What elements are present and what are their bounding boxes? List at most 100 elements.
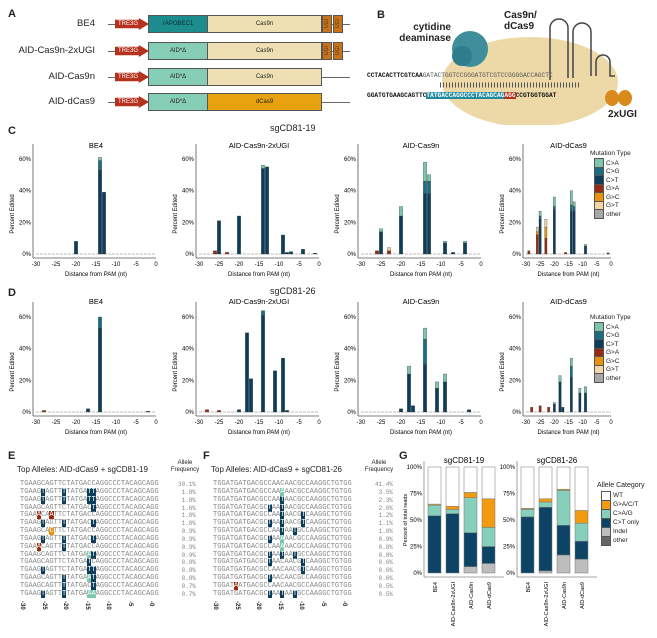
bar-segment-c-to-a (463, 241, 467, 244)
allele-row: TGGATGATGACGCCAACAACGTCAAGGCTGTGG (213, 566, 352, 575)
base: C (41, 503, 46, 512)
panel-e-label: E (8, 450, 16, 462)
base: C (255, 487, 260, 496)
base: G (297, 550, 302, 559)
base: A (313, 519, 319, 528)
base: T (120, 503, 126, 512)
base: T (20, 495, 25, 504)
base: A (28, 542, 33, 551)
base: C (267, 581, 272, 590)
base: A (271, 519, 277, 528)
allele-frequency: 0.7% (181, 590, 196, 598)
bar-segment-c-to-a (443, 241, 447, 244)
base: A (32, 503, 37, 512)
allele-row: TGAAGTAGTTTTATGACTAGGCCCTACAGCAGG (20, 519, 159, 528)
chart-title: AID-Cas9n (403, 297, 440, 306)
allele-row: TGAAGTAGTTTTATGATTAGGCCCTACAGCAGG (20, 495, 159, 505)
tre3g-promoter-arrow: TRE3G (115, 96, 149, 108)
bar-segment-c-to-t (285, 410, 289, 413)
base: G (318, 589, 323, 598)
base: G (217, 511, 222, 520)
base: T (120, 527, 126, 536)
allele-row: TGGATGATGACGCCAATAATGCCAAGGCTGTGG (213, 527, 352, 536)
base: G (78, 511, 84, 520)
base: G (150, 566, 155, 575)
base: G (36, 574, 42, 583)
mutation-c-to-t: T (91, 503, 96, 512)
y-tick-label: 100% (407, 465, 423, 471)
base: T (339, 574, 344, 583)
base: A (288, 495, 293, 504)
x-tick-label: -10 (112, 420, 121, 426)
base: A (83, 503, 88, 512)
x-tick-label: -20 (235, 420, 244, 426)
chart-title: sgCD81-19 (444, 456, 485, 465)
base: G (104, 511, 109, 520)
mutation-c-to-a: A (87, 550, 92, 559)
base: C (141, 480, 147, 488)
base: A (309, 527, 314, 536)
x-tick-label: -5 (133, 420, 139, 426)
base: A (284, 581, 289, 590)
base: G (322, 534, 327, 543)
base: G (334, 487, 340, 496)
legend-label: C>G (606, 168, 620, 176)
base: C (292, 581, 298, 590)
panel-d-label: D (8, 287, 16, 299)
legend-label: C>A (606, 159, 619, 167)
base: C (141, 527, 147, 536)
bar-segment-c-to-a (435, 381, 439, 389)
base: G (322, 527, 327, 536)
bar-segment-c-to-t (443, 242, 447, 255)
mutation-c-to-t: T (91, 566, 96, 575)
base: C (263, 566, 268, 575)
base: G (322, 581, 327, 590)
bar-segment-c-to-a (570, 358, 573, 367)
base: A (313, 511, 319, 520)
base: A (238, 550, 243, 559)
base: G (221, 558, 226, 567)
base: T (53, 527, 58, 536)
base: C (141, 503, 147, 512)
base: G (246, 527, 251, 536)
base: A (45, 534, 50, 543)
base: G (334, 550, 340, 559)
mutation-c-to-t: T (62, 495, 67, 504)
base: T (74, 550, 79, 559)
base: T (339, 550, 344, 559)
bar-segment-c-to-t (281, 234, 285, 255)
base: A (276, 542, 281, 551)
base: G (36, 534, 42, 543)
base: C (305, 589, 310, 598)
base: A (309, 480, 314, 488)
base: A (276, 589, 281, 598)
y-tick-label: 0% (347, 252, 356, 258)
base: G (78, 574, 84, 583)
base: C (326, 566, 331, 575)
base: T (20, 566, 25, 575)
mutation-c-to-t: T (62, 534, 67, 543)
bar-segment-c-to-t (423, 193, 427, 255)
base: C (62, 503, 67, 512)
base: T (53, 519, 58, 528)
base: G (137, 527, 142, 536)
mutation-c-to-a: A (280, 534, 285, 543)
base: A (70, 589, 75, 598)
base: A (250, 566, 256, 575)
base: A (28, 581, 33, 590)
base: C (112, 495, 117, 504)
x-tick-label: -10 (112, 262, 121, 268)
base: C (255, 511, 260, 520)
allele-frequency: 0.8% (378, 543, 393, 551)
x-tick-label: -5 (296, 262, 302, 268)
base: C (326, 519, 331, 528)
base: G (78, 589, 84, 598)
base: G (104, 550, 109, 559)
base: A (309, 558, 314, 567)
x-tick-label: -5 (458, 262, 464, 268)
position-tick: -30 (19, 601, 25, 610)
legend-label: C>T (606, 340, 619, 348)
base: A (95, 527, 100, 536)
base: A (45, 511, 50, 520)
bar-segment-g-a-c-t (445, 505, 460, 510)
